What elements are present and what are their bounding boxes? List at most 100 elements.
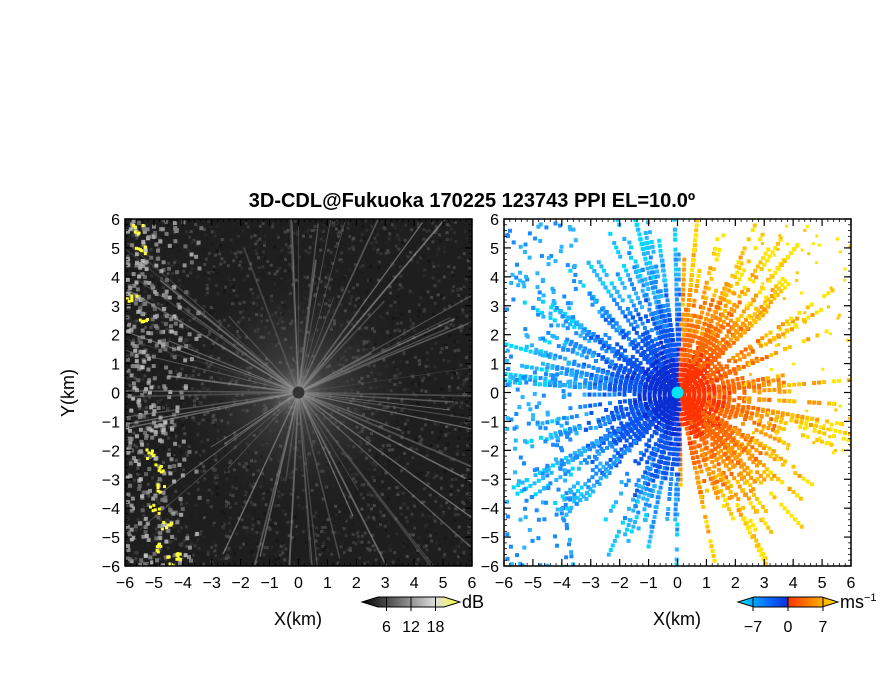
- velocity-cell: [687, 426, 692, 431]
- reflectivity-noise-cell: [423, 268, 427, 272]
- reflectivity-noise-cell: [168, 506, 171, 510]
- reflectivity-noise-cell: [432, 304, 436, 308]
- reflectivity-clutter-cell: [175, 405, 180, 410]
- reflectivity-noise-cell: [432, 312, 436, 316]
- reflectivity-noise-cell: [423, 276, 427, 280]
- reflectivity-noise-cell: [308, 246, 312, 250]
- reflectivity-noise-cell: [395, 233, 399, 237]
- velocity-cell: [732, 308, 737, 313]
- reflectivity-noise-cell: [323, 525, 327, 529]
- reflectivity-noise-cell: [146, 480, 150, 484]
- reflectivity-noise-cell: [141, 377, 145, 381]
- reflectivity-noise-cell: [179, 502, 183, 506]
- reflectivity-noise-cell: [461, 308, 465, 312]
- reflectivity-noise-cell: [412, 475, 416, 479]
- reflectivity-noise-cell: [426, 290, 430, 294]
- reflectivity-clutter-cell: [158, 348, 163, 353]
- reflectivity-noise-cell: [464, 473, 467, 477]
- reflectivity-clutter-cell: [134, 434, 139, 439]
- reflectivity-clutter-cell: [125, 544, 130, 549]
- reflectivity-noise-cell: [462, 433, 466, 437]
- reflectivity-clutter-cell: [161, 293, 166, 298]
- reflectivity-noise-cell: [200, 517, 204, 521]
- reflectivity-noise-cell: [232, 259, 236, 263]
- x-tick-label: −5: [145, 575, 163, 592]
- reflectivity-noise-cell: [143, 311, 147, 315]
- reflectivity-high-cell: [133, 230, 137, 234]
- reflectivity-noise-cell: [251, 517, 255, 521]
- reflectivity-noise-cell: [172, 525, 176, 529]
- reflectivity-clutter-cell: [126, 368, 131, 373]
- velocity-cell: [737, 300, 742, 305]
- reflectivity-noise-cell: [398, 490, 402, 494]
- reflectivity-noise-cell: [422, 237, 426, 241]
- reflectivity-noise-cell: [433, 301, 437, 305]
- velocity-cell: [695, 319, 700, 324]
- reflectivity-noise-cell: [173, 524, 177, 528]
- velocity-cell: [759, 267, 764, 271]
- reflectivity-noise-cell: [219, 262, 223, 266]
- reflectivity-noise-cell: [442, 512, 445, 516]
- reflectivity-noise-cell: [187, 492, 191, 495]
- reflectivity-noise-cell: [142, 514, 146, 518]
- velocity-cell: [713, 475, 718, 480]
- reflectivity-clutter-cell: [197, 266, 202, 271]
- reflectivity-noise-cell: [430, 539, 433, 543]
- reflectivity-clutter-cell: [140, 311, 145, 316]
- velocity-cell: [649, 312, 654, 317]
- reflectivity-noise-cell: [232, 278, 236, 282]
- reflectivity-noise-cell: [305, 540, 309, 544]
- reflectivity-noise-cell: [206, 550, 210, 554]
- velocity-cell: [690, 268, 695, 273]
- x-tick-label: −6: [116, 575, 134, 592]
- reflectivity-noise-cell: [293, 515, 297, 519]
- reflectivity-noise-cell: [157, 501, 161, 505]
- velocity-cell: [532, 481, 537, 486]
- velocity-cell: [713, 315, 718, 320]
- reflectivity-clutter-cell: [157, 339, 162, 344]
- velocity-cell: [577, 346, 582, 351]
- velocity-cell: [746, 442, 751, 447]
- reflectivity-noise-cell: [335, 227, 338, 231]
- reflectivity-high-cell: [151, 454, 155, 457]
- reflectivity-noise-cell: [423, 308, 427, 311]
- reflectivity-noise-cell: [453, 354, 457, 358]
- reflectivity-high-cell: [168, 562, 172, 566]
- reflectivity-noise-cell: [348, 268, 351, 272]
- reflectivity-noise-cell: [431, 276, 435, 280]
- reflectivity-clutter-cell: [140, 508, 145, 513]
- reflectivity-noise-cell: [404, 223, 408, 227]
- reflectivity-noise-cell: [183, 432, 187, 436]
- velocity-cell: [778, 237, 783, 242]
- velocity-cell: [558, 429, 563, 434]
- reflectivity-noise-cell: [341, 533, 345, 537]
- reflectivity-clutter-cell: [128, 483, 133, 488]
- reflectivity-noise-cell: [171, 438, 175, 441]
- velocity-cell: [737, 265, 742, 270]
- reflectivity-noise-cell: [138, 425, 142, 428]
- reflectivity-clutter-cell: [199, 226, 204, 231]
- reflectivity-noise-cell: [425, 347, 429, 351]
- reflectivity-clutter-cell: [151, 233, 156, 238]
- reflectivity-noise-cell: [371, 544, 375, 548]
- reflectivity-ylabel: Y(km): [58, 369, 78, 417]
- reflectivity-noise-cell: [180, 423, 184, 427]
- reflectivity-noise-cell: [171, 494, 175, 498]
- velocity-cell: [586, 485, 591, 490]
- reflectivity-clutter-cell: [164, 314, 169, 319]
- reflectivity-noise-cell: [229, 492, 232, 496]
- velocity-cell: [654, 326, 659, 331]
- reflectivity-clutter-cell: [143, 530, 148, 535]
- reflectivity-noise-cell: [245, 250, 248, 254]
- reflectivity-clutter-cell: [126, 357, 130, 362]
- reflectivity-noise-cell: [402, 563, 406, 566]
- velocity-cell: [707, 472, 711, 477]
- reflectivity-noise-cell: [361, 225, 365, 228]
- velocity-cell: [719, 488, 724, 493]
- reflectivity-high-cell: [172, 564, 175, 566]
- reflectivity-noise-cell: [254, 242, 258, 246]
- reflectivity-clutter-cell: [167, 295, 172, 300]
- reflectivity-noise-cell: [146, 532, 150, 536]
- reflectivity-noise-cell: [376, 278, 380, 282]
- velocity-cell: [709, 302, 713, 307]
